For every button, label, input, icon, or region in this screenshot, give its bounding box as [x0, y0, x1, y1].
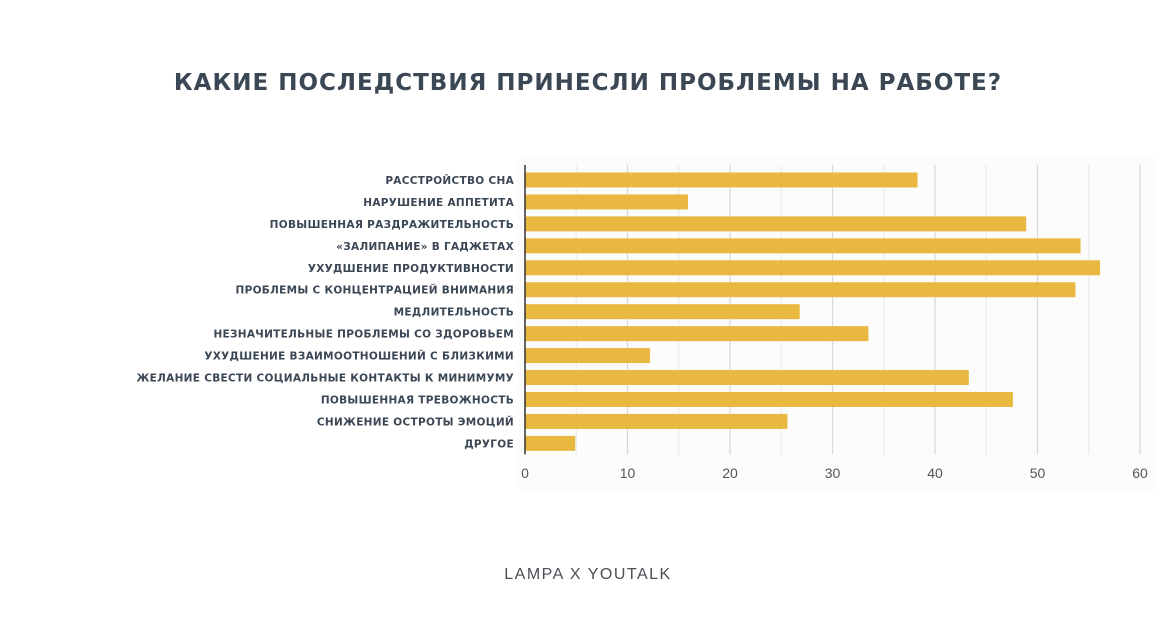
category-label: ПРОБЛЕМЫ С КОНЦЕНТРАЦИЕЙ ВНИМАНИЯ: [236, 284, 515, 297]
category-label: НАРУШЕНИЕ АППЕТИТА: [363, 197, 514, 209]
x-tick-label: 0: [521, 465, 529, 481]
bar: [525, 172, 918, 188]
category-label: УХУДШЕНИЕ ВЗАИМООТНОШЕНИЙ С БЛИЗКИМИ: [204, 350, 514, 363]
category-label: СНИЖЕНИЕ ОСТРОТЫ ЭМОЦИЙ: [317, 415, 514, 428]
bar: [525, 304, 800, 320]
category-label: ПОВЫШЕННАЯ РАЗДРАЖИТЕЛЬНОСТЬ: [270, 219, 514, 231]
bar: [525, 260, 1101, 276]
x-tick-label: 40: [927, 465, 943, 481]
bar: [525, 413, 788, 429]
bar: [525, 435, 576, 451]
category-label: РАССТРОЙСТВО СНА: [385, 174, 514, 187]
bar: [525, 370, 969, 386]
footer-brand: LAMPA X YOUTALK: [504, 566, 672, 583]
bar: [525, 391, 1013, 407]
category-label: НЕЗНАЧИТЕЛЬНЫЕ ПРОБЛЕМЫ СО ЗДОРОВЬЕМ: [213, 329, 514, 341]
chart-title: КАКИЕ ПОСЛЕДСТВИЯ ПРИНЕСЛИ ПРОБЛЕМЫ НА Р…: [173, 70, 1003, 96]
x-tick-label: 60: [1132, 465, 1148, 481]
bar: [525, 238, 1081, 254]
x-tick-label: 20: [722, 465, 738, 481]
category-label: ДРУГОЕ: [464, 438, 514, 450]
category-label: МЕДЛИТЕЛЬНОСТЬ: [394, 307, 514, 319]
bar: [525, 282, 1076, 298]
x-tick-label: 30: [825, 465, 841, 481]
bar: [525, 216, 1027, 232]
category-label: УХУДШЕНИЕ ПРОДУКТИВНОСТИ: [308, 263, 514, 275]
x-tick-label: 10: [620, 465, 636, 481]
plot-background: [518, 158, 1156, 490]
category-label: ПОВЫШЕННАЯ ТРЕВОЖНОСТЬ: [321, 394, 514, 406]
x-tick-label: 50: [1030, 465, 1046, 481]
bar: [525, 194, 688, 210]
bar: [525, 348, 651, 364]
bar: [525, 326, 869, 342]
category-label: «ЗАЛИПАНИЕ» В ГАДЖЕТАХ: [336, 241, 514, 253]
category-label: ЖЕЛАНИЕ СВЕСТИ СОЦИАЛЬНЫЕ КОНТАКТЫ К МИН…: [137, 373, 514, 385]
